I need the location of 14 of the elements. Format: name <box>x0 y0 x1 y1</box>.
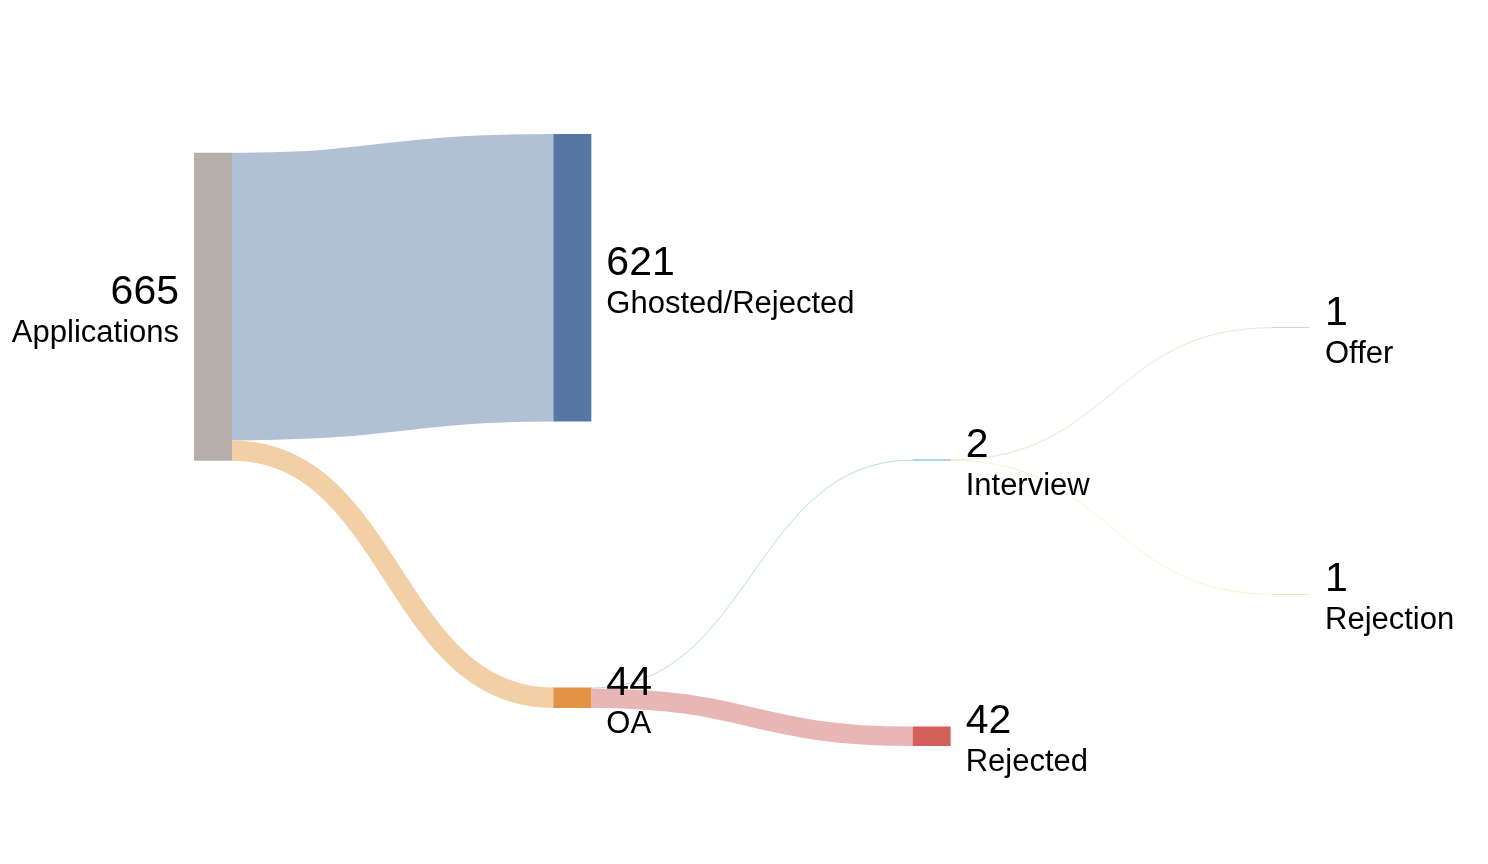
category-label: Interview <box>965 467 1091 503</box>
data-label: 2 <box>965 420 989 467</box>
category-label: Rejection <box>1325 601 1455 637</box>
category-label: Ghosted/Rejected <box>606 284 855 320</box>
category-label: OA <box>606 704 652 740</box>
category-label: Rejected <box>965 743 1089 779</box>
category-label: Applications <box>11 313 179 349</box>
data-label: 1 <box>1325 554 1348 601</box>
category-label: Offer <box>1325 334 1394 370</box>
data-label: 665 <box>110 266 179 313</box>
data-label: 42 <box>965 696 1012 743</box>
data-label: 1 <box>1325 287 1348 334</box>
data-label: 44 <box>606 657 652 704</box>
data-label: 621 <box>606 237 675 284</box>
